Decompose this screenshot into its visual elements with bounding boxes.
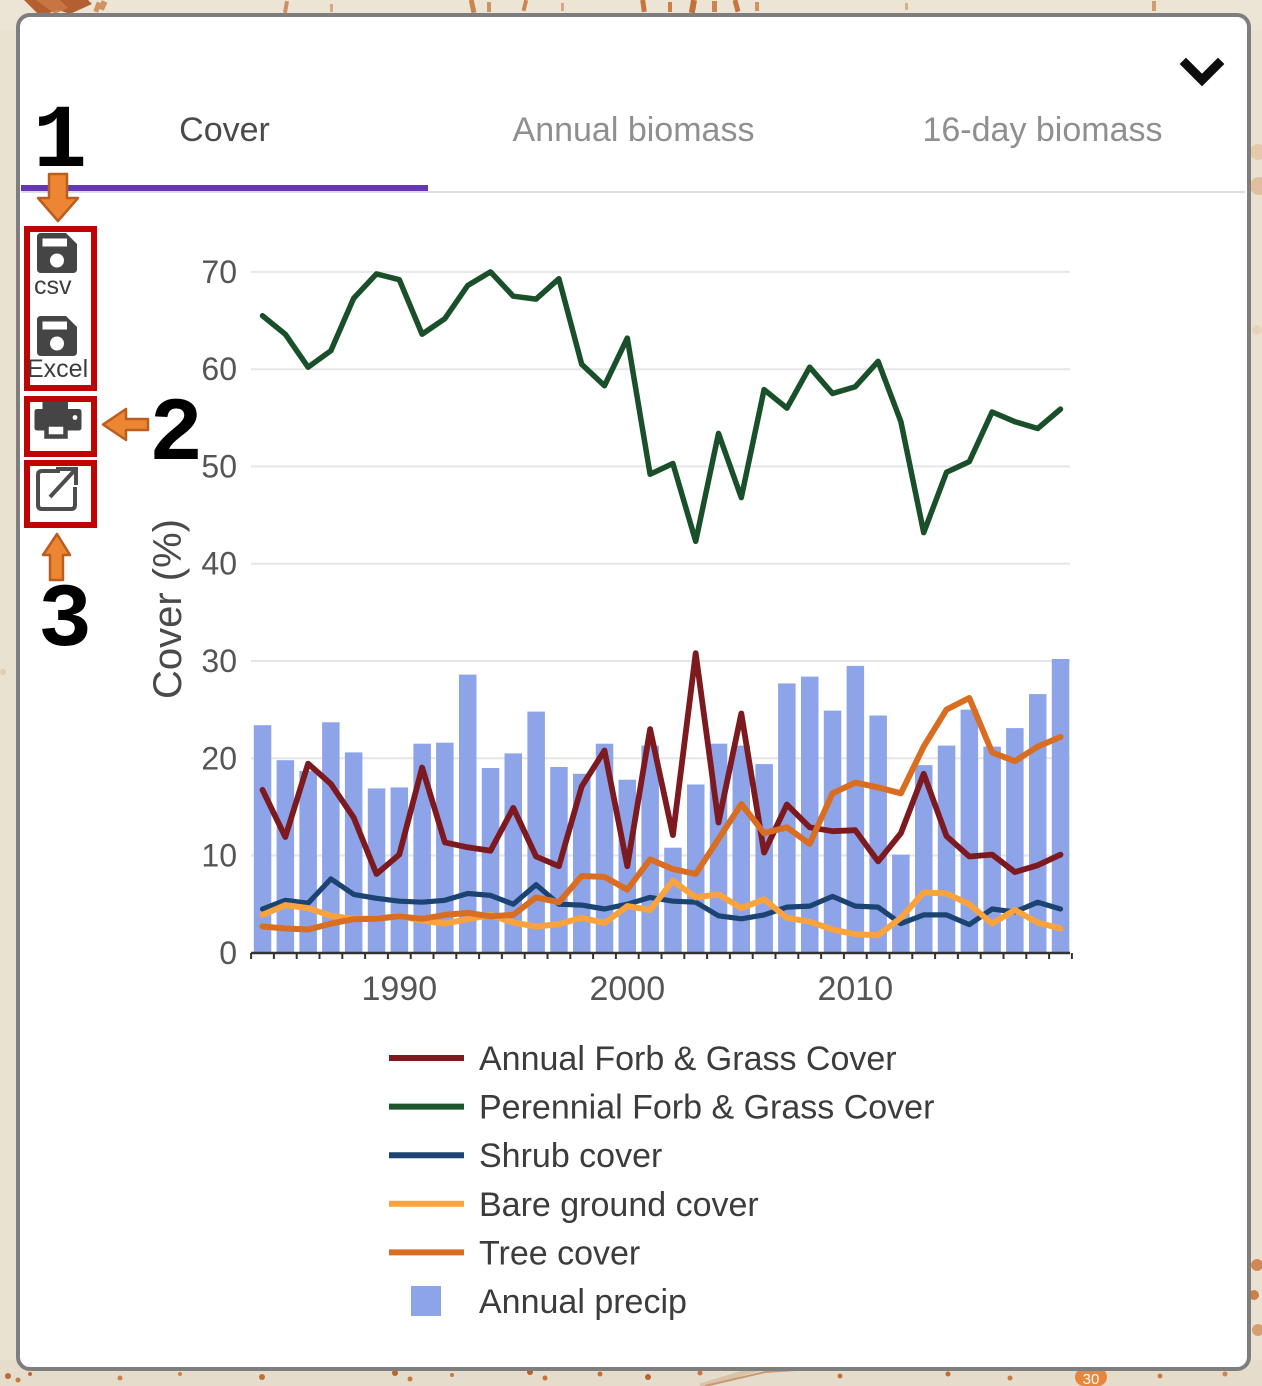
svg-text:Shrub cover: Shrub cover bbox=[479, 1137, 662, 1175]
svg-text:Perennial Forb & Grass Cover: Perennial Forb & Grass Cover bbox=[479, 1089, 934, 1127]
svg-text:Cover (%): Cover (%) bbox=[146, 519, 190, 699]
svg-text:0: 0 bbox=[219, 935, 237, 971]
svg-text:2010: 2010 bbox=[817, 970, 893, 1008]
svg-text:1990: 1990 bbox=[361, 970, 437, 1008]
svg-text:30: 30 bbox=[1083, 1371, 1100, 1386]
svg-text:Tree cover: Tree cover bbox=[479, 1234, 640, 1272]
svg-text:50: 50 bbox=[201, 448, 237, 484]
svg-text:Annual precip: Annual precip bbox=[479, 1283, 687, 1321]
svg-text:70: 70 bbox=[201, 254, 237, 290]
svg-text:30: 30 bbox=[201, 643, 237, 679]
svg-text:20: 20 bbox=[201, 740, 237, 776]
svg-text:Bare ground cover: Bare ground cover bbox=[479, 1186, 759, 1224]
svg-text:40: 40 bbox=[201, 546, 237, 582]
svg-text:10: 10 bbox=[201, 838, 237, 874]
svg-text:60: 60 bbox=[201, 351, 237, 387]
svg-text:2000: 2000 bbox=[589, 970, 665, 1008]
svg-text:Annual Forb & Grass Cover: Annual Forb & Grass Cover bbox=[479, 1040, 897, 1078]
